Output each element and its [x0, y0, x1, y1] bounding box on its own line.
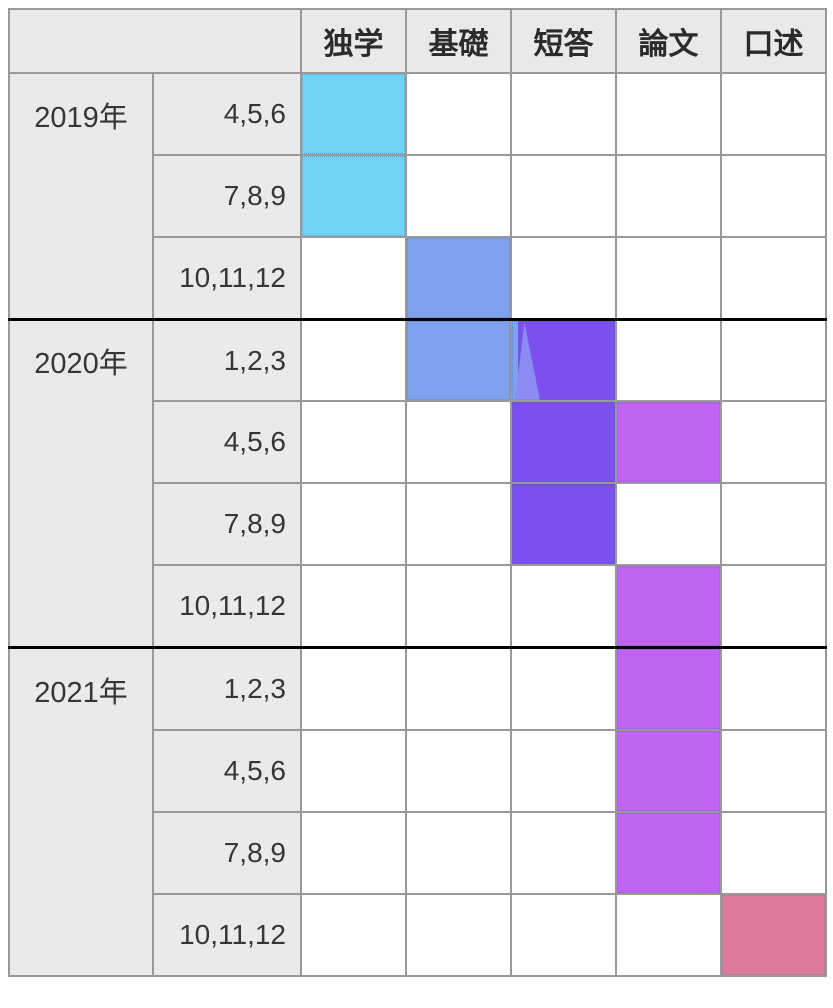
- phase-cell: [615, 810, 722, 895]
- study-schedule-table: 独学 基礎 短答 論文 口述 2019年 4,5,6 7,8,9: [8, 8, 827, 978]
- phase-cell: [615, 154, 722, 239]
- year-label: 2021年: [34, 676, 128, 709]
- phase-cell: [405, 482, 512, 567]
- table-row: 2019年 4,5,6: [8, 71, 827, 321]
- phase-cell: [300, 810, 407, 895]
- year-label: 2019年: [34, 101, 128, 134]
- table-row: 4,5,6: [9, 400, 827, 485]
- month-cell: 1,2,3: [152, 646, 302, 731]
- month-cell: 7,8,9: [152, 482, 302, 567]
- phase-cell: [720, 482, 827, 567]
- phase-cell: [510, 892, 617, 978]
- phase-cell: [720, 646, 827, 731]
- table-row: 2020年 1,2,3: [8, 317, 827, 649]
- table-row: 10,11,12: [9, 564, 827, 649]
- phase-cell: [300, 317, 407, 403]
- phase-cell: [405, 646, 512, 731]
- phase-cell: [510, 564, 617, 649]
- phase-cell: [720, 892, 827, 978]
- phase-cell: [510, 317, 617, 403]
- table-row: 2021年 1,2,3: [8, 646, 827, 978]
- month-cell: 7,8,9: [152, 810, 302, 895]
- table-row: 7,8,9: [9, 482, 827, 567]
- phase-cell: [405, 236, 512, 321]
- blue-sliver: [512, 320, 518, 401]
- phase-cell: [720, 564, 827, 649]
- phase-cell: [510, 728, 617, 813]
- header-row: 独学 基礎 短答 論文 口述: [8, 8, 827, 74]
- phase-cell: [510, 71, 617, 157]
- phase-cell: [405, 564, 512, 649]
- phase-cell: [720, 317, 827, 403]
- table-row: 10,11,12: [9, 236, 827, 321]
- column-header-tanto: 短答: [510, 8, 617, 74]
- phase-cell: [615, 71, 722, 157]
- column-header-kojutsu: 口述: [720, 8, 827, 74]
- phase-cell: [615, 564, 722, 649]
- phase-cell: [405, 400, 512, 485]
- phase-cell: [510, 236, 617, 321]
- phase-cell: [300, 482, 407, 567]
- phase-cell: [615, 317, 722, 403]
- phase-cell: [510, 482, 617, 567]
- phase-cell: [405, 154, 512, 239]
- phase-cell: [615, 646, 722, 731]
- phase-cell: [405, 810, 512, 895]
- phase-cell: [510, 154, 617, 239]
- blue-triangle: [515, 322, 540, 401]
- phase-cell: [720, 810, 827, 895]
- phase-cell: [615, 728, 722, 813]
- year-cell-2019: 2019年: [8, 71, 154, 321]
- phase-cell: [300, 71, 407, 157]
- phase-cell: [720, 236, 827, 321]
- table-row: 4,5,6: [9, 728, 827, 813]
- month-cell: 7,8,9: [152, 154, 302, 239]
- table-row: 7,8,9: [9, 154, 827, 239]
- table-row: 7,8,9: [9, 810, 827, 895]
- phase-cell: [510, 400, 617, 485]
- year-cell-2021: 2021年: [8, 646, 154, 978]
- month-cell: 4,5,6: [152, 728, 302, 813]
- year-label: 2020年: [34, 348, 128, 381]
- phase-cell: [300, 646, 407, 731]
- phase-cell: [405, 892, 512, 978]
- month-cell: 10,11,12: [152, 564, 302, 649]
- phase-cell: [405, 71, 512, 157]
- phase-cell: [300, 728, 407, 813]
- phase-cell: [615, 236, 722, 321]
- phase-cell: [300, 400, 407, 485]
- table-row: 10,11,12: [9, 892, 827, 978]
- phase-cell: [405, 728, 512, 813]
- phase-cell: [615, 482, 722, 567]
- phase-cell: [300, 236, 407, 321]
- phase-cell: [615, 892, 722, 978]
- column-header-ronbun: 論文: [615, 8, 722, 74]
- column-header-dokugaku: 独学: [300, 8, 407, 74]
- phase-cell: [510, 810, 617, 895]
- month-cell: 4,5,6: [152, 400, 302, 485]
- phase-cell: [405, 317, 512, 403]
- phase-cell: [720, 154, 827, 239]
- phase-cell: [510, 646, 617, 731]
- phase-cell: [720, 400, 827, 485]
- phase-cell: [300, 892, 407, 978]
- phase-cell: [720, 71, 827, 157]
- phase-cell: [300, 564, 407, 649]
- month-cell: 10,11,12: [152, 236, 302, 321]
- month-cell: 4,5,6: [152, 71, 302, 157]
- table-corner-cell: [8, 8, 302, 74]
- year-cell-2020: 2020年: [8, 317, 154, 649]
- month-cell: 1,2,3: [152, 317, 302, 403]
- month-cell: 10,11,12: [152, 892, 302, 978]
- phase-cell: [300, 154, 407, 239]
- shape-overlap-artifact: [512, 320, 546, 401]
- phase-cell: [720, 728, 827, 813]
- column-header-kiso: 基礎: [405, 8, 512, 74]
- phase-cell: [615, 400, 722, 485]
